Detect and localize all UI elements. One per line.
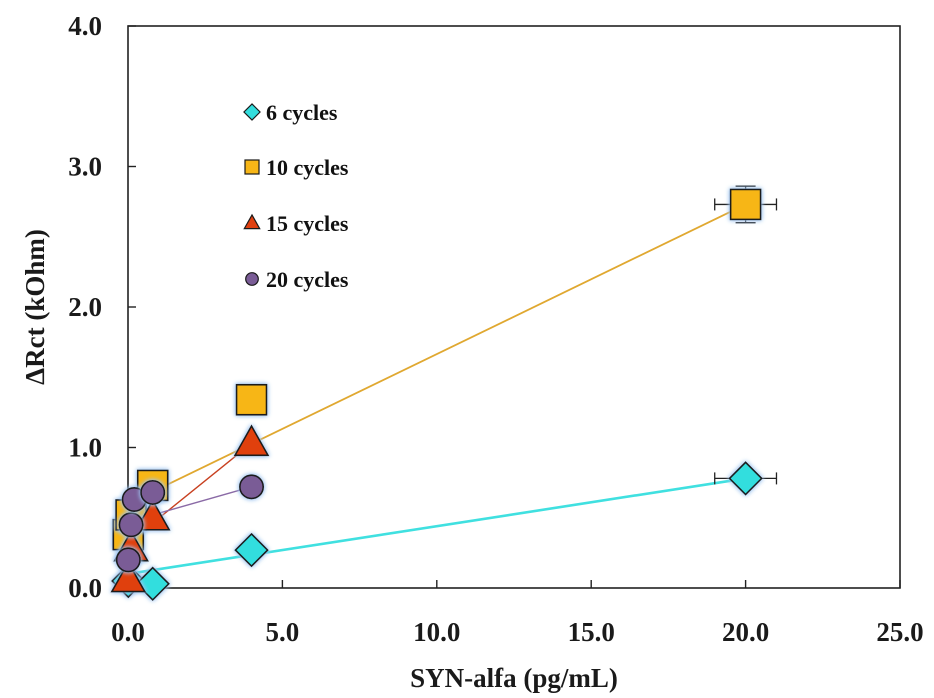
data-point-6-cycles	[234, 532, 269, 568]
x-tick-label: 0.0	[111, 617, 145, 647]
legend-marker-6-cycles	[243, 103, 261, 121]
legend-label-6-cycles: 6 cycles	[266, 100, 338, 125]
axis-ticks: 0.0 5.0 10.0 15.0 20.0 25.0 0.0 1.0 2.0 3.0 4.0	[68, 11, 923, 647]
fit-lines	[127, 203, 746, 576]
fit-line-10-cycles	[127, 203, 746, 505]
x-axis-title: SYN-alfa (pg/mL)	[410, 663, 618, 693]
x-tick-label: 20.0	[722, 617, 769, 647]
data-point-20-cycles	[115, 547, 141, 573]
data-point-15-cycles	[233, 424, 270, 457]
data-point-20-cycles	[118, 512, 144, 538]
legend-marker-10-cycles	[244, 159, 260, 175]
data-point-15-cycles	[110, 560, 147, 593]
legend-label-10-cycles: 10 cycles	[266, 155, 349, 180]
y-tick-label: 0.0	[68, 573, 102, 603]
x-tick-label: 25.0	[876, 617, 923, 647]
y-axis-title: ΔRct (kOhm)	[20, 229, 50, 385]
y-tick-label: 4.0	[68, 11, 102, 41]
legend-marker-15-cycles	[243, 213, 261, 230]
y-tick-label: 3.0	[68, 152, 102, 182]
plot-area	[127, 25, 901, 589]
data-point-6-cycles	[135, 566, 170, 602]
data-point-15-cycles	[134, 498, 171, 531]
data-point-6-cycles	[728, 461, 763, 496]
y-tick-label: 1.0	[68, 433, 102, 463]
legend-marker-20-cycles	[245, 272, 259, 286]
fit-line-6-cycles	[127, 477, 746, 576]
data-point-10-cycles	[729, 188, 762, 221]
legend-label-15-cycles: 15 cycles	[266, 211, 349, 236]
legend-label-20-cycles: 20 cycles	[266, 267, 349, 292]
data-markers	[110, 188, 763, 602]
x-tick-label: 10.0	[413, 617, 460, 647]
data-point-20-cycles	[239, 474, 265, 500]
data-point-10-cycles	[235, 383, 268, 416]
y-tick-label: 2.0	[68, 292, 102, 322]
x-tick-label: 15.0	[568, 617, 615, 647]
data-point-20-cycles	[140, 479, 166, 505]
x-tick-label: 5.0	[266, 617, 300, 647]
legend: 6 cycles 10 cycles 15 cycles 20 cycles	[243, 100, 349, 292]
